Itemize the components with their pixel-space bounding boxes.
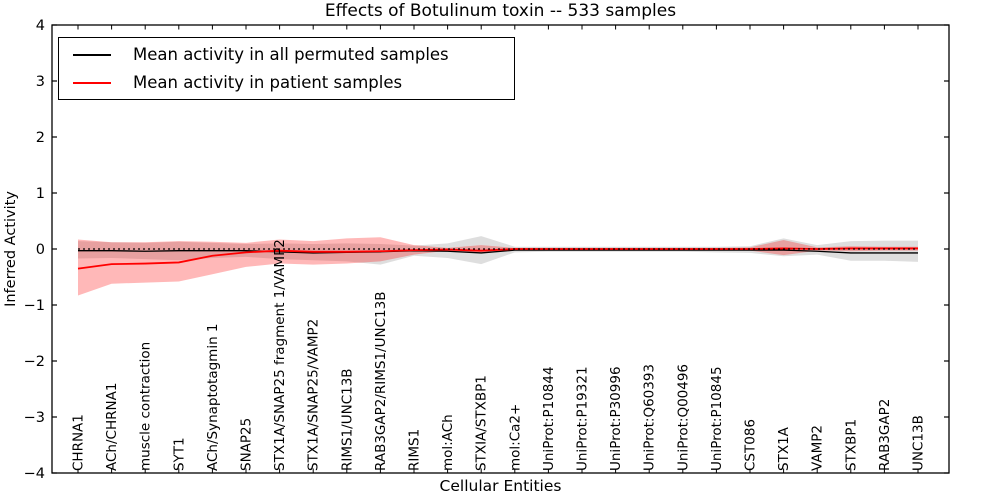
- x-category-label: muscle contraction: [138, 342, 154, 471]
- x-category-label: ACh/Synaptotagmin 1: [205, 323, 221, 471]
- x-category-label: RIMS1: [407, 429, 423, 471]
- y-axis-label: Inferred Activity: [3, 191, 19, 307]
- x-category-label: UNC13B: [911, 415, 927, 471]
- x-category-label: mol:Ca2+: [507, 404, 523, 471]
- x-category-label: STX1A/SNAP25/VAMP2: [306, 319, 322, 471]
- x-category-label: STX1A: [776, 426, 792, 471]
- legend-label-permuted: Mean activity in all permuted samples: [133, 45, 449, 64]
- x-category-label: UniProt:P19321: [575, 366, 591, 471]
- x-category-label: CST086: [743, 419, 759, 471]
- x-category-label: STXBP1: [843, 419, 859, 471]
- y-tick-label: 2: [36, 130, 45, 146]
- y-tick-label: −4: [24, 466, 45, 482]
- y-tick-label: −1: [24, 298, 45, 314]
- x-category-label: mol:ACh: [440, 414, 456, 471]
- x-axis-label: Cellular Entities: [439, 477, 562, 495]
- x-category-label: UniProt:P10844: [541, 366, 557, 471]
- legend: Mean activity in all permuted samples Me…: [58, 37, 515, 100]
- y-tick-label: 0: [36, 242, 45, 258]
- x-category-label: UniProt:P10845: [709, 366, 725, 471]
- x-category-label: CHRNA1: [71, 414, 87, 471]
- y-tick-label: 3: [36, 74, 45, 90]
- x-category-label: STXIA/STXBP1: [474, 375, 490, 471]
- x-category-label: RAB3GAP2: [877, 399, 893, 471]
- mean-line-0: [78, 249, 918, 254]
- legend-item-permuted: Mean activity in all permuted samples: [69, 42, 504, 67]
- y-tick-label: −2: [24, 354, 45, 370]
- x-category-label: UniProt:P30996: [608, 366, 624, 471]
- x-category-label: SYT1: [171, 437, 187, 471]
- y-tick-label: 4: [36, 18, 45, 34]
- legend-label-patient: Mean activity in patient samples: [133, 73, 403, 92]
- x-category-label: RAB3GAP2/RIMS1/UNC13B: [373, 292, 389, 471]
- x-category-label: SNAP25: [239, 418, 255, 471]
- legend-line-black-icon: [73, 53, 111, 56]
- x-category-label: STX1A/SNAP25 fragment 1/VAMP2: [272, 239, 288, 471]
- legend-item-patient: Mean activity in patient samples: [69, 70, 504, 95]
- x-category-label: ACh/CHRNA1: [104, 383, 120, 471]
- chart-title: Effects of Botulinum toxin -- 533 sample…: [324, 1, 677, 21]
- y-tick-label: 1: [36, 186, 45, 202]
- x-category-label: UniProt:Q60393: [642, 364, 658, 471]
- x-category-label: VAMP2: [810, 425, 826, 471]
- x-category-label: UniProt:Q00496: [675, 364, 691, 471]
- legend-line-red-icon: [73, 81, 111, 84]
- y-tick-label: −3: [24, 410, 45, 426]
- x-category-label: RIMS1/UNC13B: [339, 368, 355, 471]
